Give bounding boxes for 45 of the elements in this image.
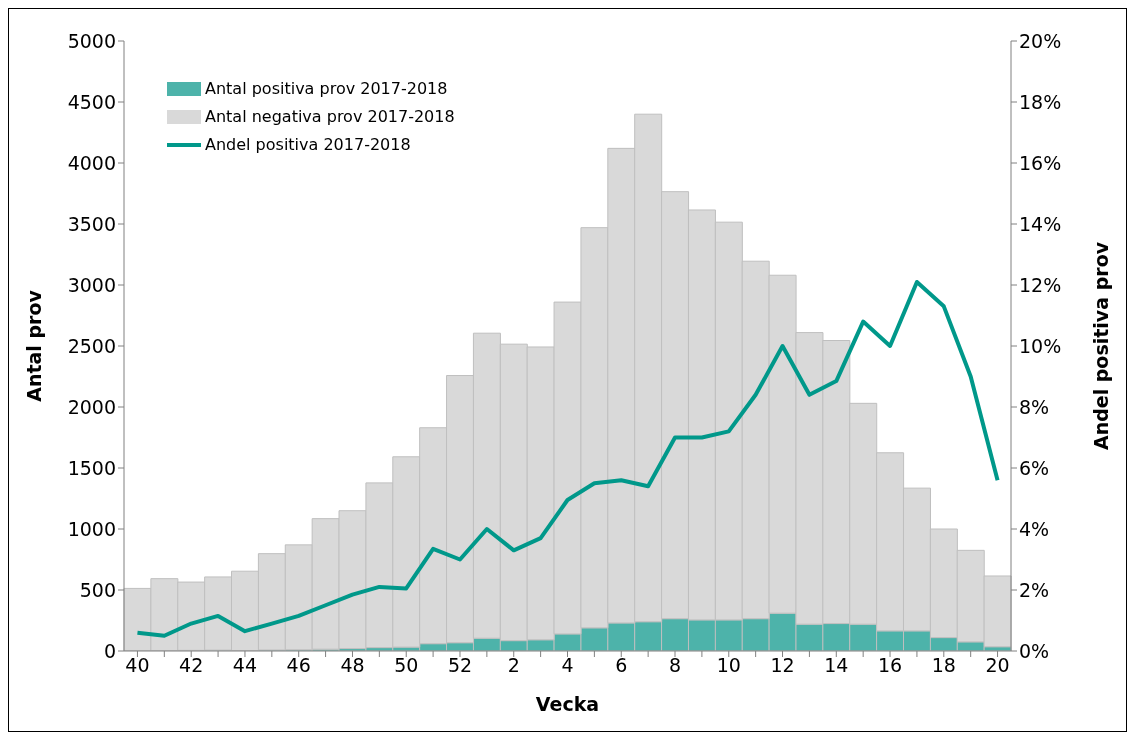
y-tick-label: 2500: [67, 334, 116, 357]
x-tick-label: 42: [179, 654, 204, 677]
y2-tick-label: 4%: [1019, 517, 1050, 540]
legend-label: Antal positiva prov 2017-2018: [205, 78, 448, 100]
y2-tick-label: 16%: [1019, 151, 1062, 174]
x-tick-label: 6: [615, 654, 628, 677]
legend-label: Andel positiva 2017-2018: [205, 134, 411, 156]
y-axis-title: Antal prov: [22, 289, 45, 402]
x-tick-label: 10: [716, 654, 741, 677]
y2-tick-label: 8%: [1019, 395, 1050, 418]
y2-tick-label: 2%: [1019, 578, 1050, 601]
x-tick-label: 44: [232, 654, 258, 677]
y-tick-label: 0: [103, 639, 116, 662]
y-tick-label: 3500: [67, 212, 116, 235]
x-tick-label: 20: [985, 654, 1010, 677]
y2-tick-label: 20%: [1019, 29, 1062, 52]
y-tick-label: 500: [79, 578, 116, 601]
y-tick-label: 3000: [67, 273, 116, 296]
legend-label: Antal negativa prov 2017-2018: [205, 106, 455, 128]
y-tick-label: 2000: [67, 395, 116, 418]
x-tick-label: 50: [394, 654, 419, 677]
y-tick-label: 5000: [67, 29, 116, 52]
y-tick-label: 1000: [67, 517, 116, 540]
x-tick-label: 4: [561, 654, 574, 677]
y-tick-label: 1500: [67, 456, 116, 479]
x-tick-label: 40: [125, 654, 150, 677]
x-tick-label: 2: [507, 654, 520, 677]
y2-tick-label: 18%: [1019, 90, 1062, 113]
y2-tick-label: 12%: [1019, 273, 1062, 296]
x-tick-label: 16: [877, 654, 903, 677]
x-tick-label: 8: [668, 654, 682, 677]
x-tick-label: 46: [286, 654, 311, 677]
x-tick-label: 14: [824, 654, 849, 677]
y2-axis-title: Andel positiva prov: [1089, 241, 1112, 451]
x-axis-title: Vecka: [535, 693, 600, 715]
x-tick-label: 52: [447, 654, 473, 677]
y2-tick-label: 6%: [1019, 456, 1050, 479]
y2-tick-label: 10%: [1019, 334, 1062, 357]
x-tick-label: 12: [770, 654, 795, 677]
y2-tick-label: 0%: [1019, 639, 1050, 662]
x-tick-label: 48: [340, 654, 365, 677]
y2-tick-label: 14%: [1019, 212, 1062, 235]
y-tick-label: 4000: [67, 151, 116, 174]
x-tick-label: 18: [931, 654, 956, 677]
y-tick-label: 4500: [67, 90, 116, 113]
